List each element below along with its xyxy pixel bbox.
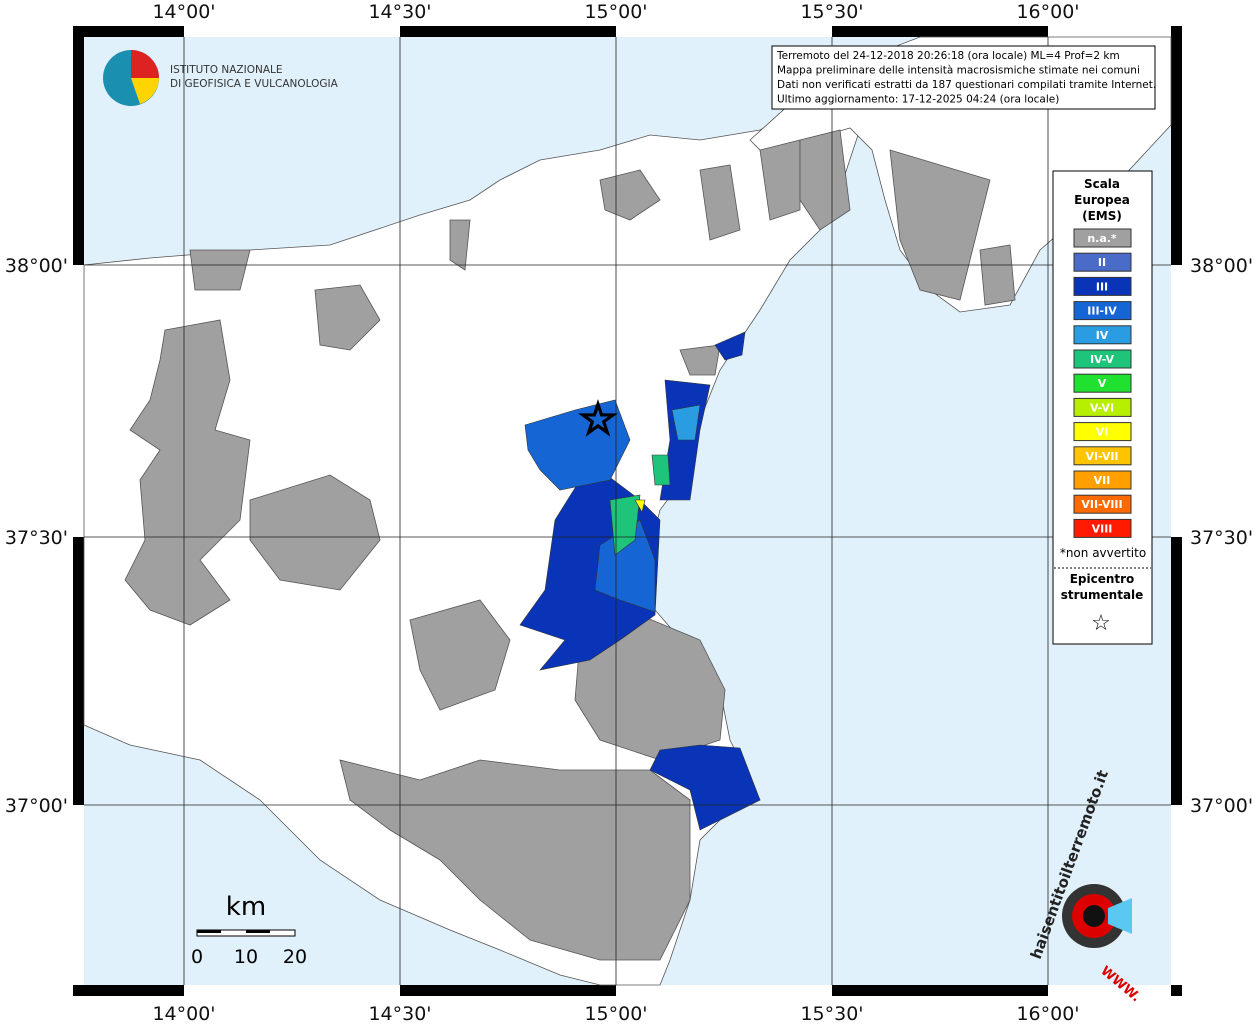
lon-label: 16°00' [1016,1,1079,23]
lat-label: 38°00' [1190,255,1253,277]
logo-text: ISTITUTO NAZIONALE [170,64,283,76]
epicentre-star: ☆ [578,394,617,445]
legend-label: III-IV [1087,305,1117,318]
legend-epicentre: strumentale [1061,588,1144,602]
lon-label: 14°30' [368,1,431,23]
scale-unit: km [226,892,266,922]
legend-title: (EMS) [1082,209,1122,223]
frame-segment [73,805,84,985]
frame-segment [1171,265,1182,537]
scale-tick: 0 [191,946,203,968]
ingv-logo: ISTITUTO NAZIONALE DI GEOFISICA E VULCAN… [103,50,339,106]
municipalities-na [124,129,1016,961]
scale-segment [197,930,221,933]
lon-label: 15°00' [584,1003,647,1024]
info-text: Terremoto del 24-12-2018 20:26:18 (ora l… [776,50,1156,106]
frame-segment [1171,805,1182,985]
legend-label: n.a.* [1087,232,1117,245]
frame-segment [184,985,400,996]
legend-label: V [1098,377,1107,390]
frame-segment [1048,26,1171,37]
lon-label: 14°00' [152,1003,215,1024]
legend-note: *non avvertito [1060,546,1146,560]
logo-text: DI GEOFISICA E VULCANOLOGIA [170,78,339,90]
legend-label: VII-VIII [1081,498,1122,511]
legend-label: V-VI [1090,401,1114,414]
legend-swatch [1073,494,1132,514]
legend-label: III [1096,280,1108,293]
legend-label: VII [1094,474,1111,487]
frame-band [73,26,1182,996]
info-line: Mappa preliminare delle intensità macros… [777,65,1140,77]
frame-segment [184,26,400,37]
lat-label: 37°30' [1190,527,1253,549]
frame-segment [1048,985,1171,996]
frame-segment [73,265,84,537]
lon-label: 14°30' [368,1003,431,1024]
legend: ScalaEuropea(EMS)n.a.*IIIIIIII-IVIVIV-VV… [1054,177,1151,636]
lon-label: 16°00' [1016,1003,1079,1024]
lat-label: 38°00' [5,255,68,277]
site-logo-beam [1108,898,1132,934]
legend-label: VI-VII [1085,450,1118,463]
legend-epicentre: Epicentro [1070,572,1135,586]
info-box [771,45,1156,110]
lat-label: 37°00' [1190,795,1253,817]
legend-label: IV-V [1090,353,1115,366]
info-line: Ultimo aggiornamento: 17-12-2025 04:24 (… [777,94,1059,106]
lat-label: 37°00' [5,795,68,817]
legend-swatch [1073,276,1132,296]
legend-star: ☆ [1091,611,1111,636]
legend-label: II [1098,256,1106,269]
lon-label: 15°30' [800,1,863,23]
lon-label: 15°00' [584,1,647,23]
frame-segment [616,985,832,996]
legend-swatch [1073,518,1132,538]
legend-label: IV [1096,329,1109,342]
legend-swatch [1073,446,1132,466]
legend-swatch [1073,252,1132,272]
legend-swatch [1073,373,1132,393]
scale-segment [246,930,270,933]
lon-label: 14°00' [152,1,215,23]
frame-segment [616,26,832,37]
legend-swatch [1073,228,1132,248]
info-line: Terremoto del 24-12-2018 20:26:18 (ora l… [776,50,1120,62]
scale-tick: 20 [283,946,307,968]
logo-globe-segment [131,78,159,104]
info-line: Dati non verificati estratti da 187 ques… [777,79,1156,91]
legend-label: VI [1096,426,1109,439]
lat-label: 37°30' [5,527,68,549]
legend-swatch [1073,301,1132,321]
legend-swatch [1073,422,1132,442]
legend-swatch [1073,325,1132,345]
legend-swatch [1073,470,1132,490]
site-logo-ring [1083,905,1105,927]
legend-title: Europea [1074,193,1130,207]
graticule: 14°00' 14°00' 14°30' 14°30' 15°00' 15°00' 15°3… [5,1,1253,1025]
legend-swatch [1073,397,1132,417]
municipalities-intensity [519,331,761,831]
legend-label: VIII [1092,522,1113,535]
scale-bar: km 0 10 20 [191,892,307,968]
legend-swatch [1073,349,1132,369]
lon-label: 15°30' [800,1003,863,1024]
logo-globe-segment [131,50,159,78]
legend-title: Scala [1084,177,1120,191]
scale-tick: 10 [234,946,258,968]
